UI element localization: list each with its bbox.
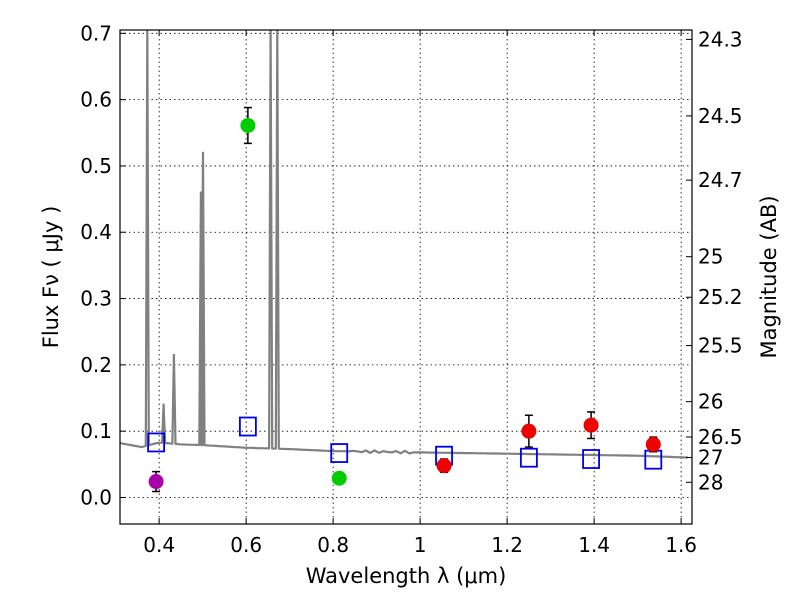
observed-photometry-point [240, 117, 256, 133]
magnitude-tick-label: 24.5 [698, 104, 743, 128]
magnitude-tick-label: 25.2 [698, 285, 743, 309]
magnitude-tick-label: 27 [698, 445, 723, 469]
observed-photometry-point [521, 423, 537, 439]
model-photometry-square [147, 432, 166, 453]
y2-axis-label: Magnitude (AB) [757, 195, 781, 358]
y-tick-label: 0.3 [80, 287, 112, 311]
x-tick-label: 1 [414, 533, 427, 557]
y-tick-label: 0.0 [80, 485, 112, 509]
x-axis-label: Wavelength λ (μm) [306, 564, 507, 588]
spectrum-line [120, 30, 688, 459]
plot-background [120, 30, 692, 524]
y-tick-label: 0.1 [80, 419, 112, 443]
magnitude-tick-label: 25.5 [698, 334, 743, 358]
grid [120, 30, 692, 524]
magnitude-tick-label: 26.5 [698, 425, 743, 449]
observed-photometry-point [645, 436, 661, 452]
y-tick-label: 0.6 [80, 88, 112, 112]
model-photometry-square [519, 447, 538, 468]
y-tick-label: 0.5 [80, 154, 112, 178]
spectrum-series [120, 30, 688, 459]
magnitude-tick-label: 26 [698, 390, 723, 414]
observed-photometry-point [436, 458, 452, 474]
magnitude-tick-label: 28 [698, 470, 723, 494]
observed-photometry-point [331, 470, 347, 486]
observed-photometry-point [583, 417, 599, 433]
x-tick-label: 1.6 [665, 533, 697, 557]
x-tick-label: 1.4 [578, 533, 610, 557]
axis-ticks: 0.4 0.6 0.8 1 1.2 1.4 1.6 0.0 0.1 0.2 0.3 0.4 0.5 0.6… [80, 21, 742, 557]
photometry-series [147, 106, 663, 493]
magnitude-tick-label: 24.3 [698, 27, 743, 51]
magnitude-tick-label: 25 [698, 245, 723, 269]
model-photometry-square [238, 416, 257, 437]
y-tick-label: 0.7 [80, 21, 112, 45]
x-tick-label: 1.2 [491, 533, 523, 557]
magnitude-tick-label: 24.7 [698, 168, 743, 192]
x-tick-label: 0.6 [230, 533, 262, 557]
model-photometry-square [582, 449, 600, 469]
y-axis-label: Flux Fν ( μJy ) [39, 206, 63, 349]
y-tick-label: 0.4 [80, 220, 112, 244]
y-tick-label: 0.2 [80, 353, 112, 377]
observed-photometry-point [148, 474, 164, 490]
plot-frame [119, 29, 693, 525]
x-tick-label: 0.4 [143, 533, 175, 557]
model-photometry-square [330, 443, 349, 463]
x-tick-label: 0.8 [317, 533, 349, 557]
